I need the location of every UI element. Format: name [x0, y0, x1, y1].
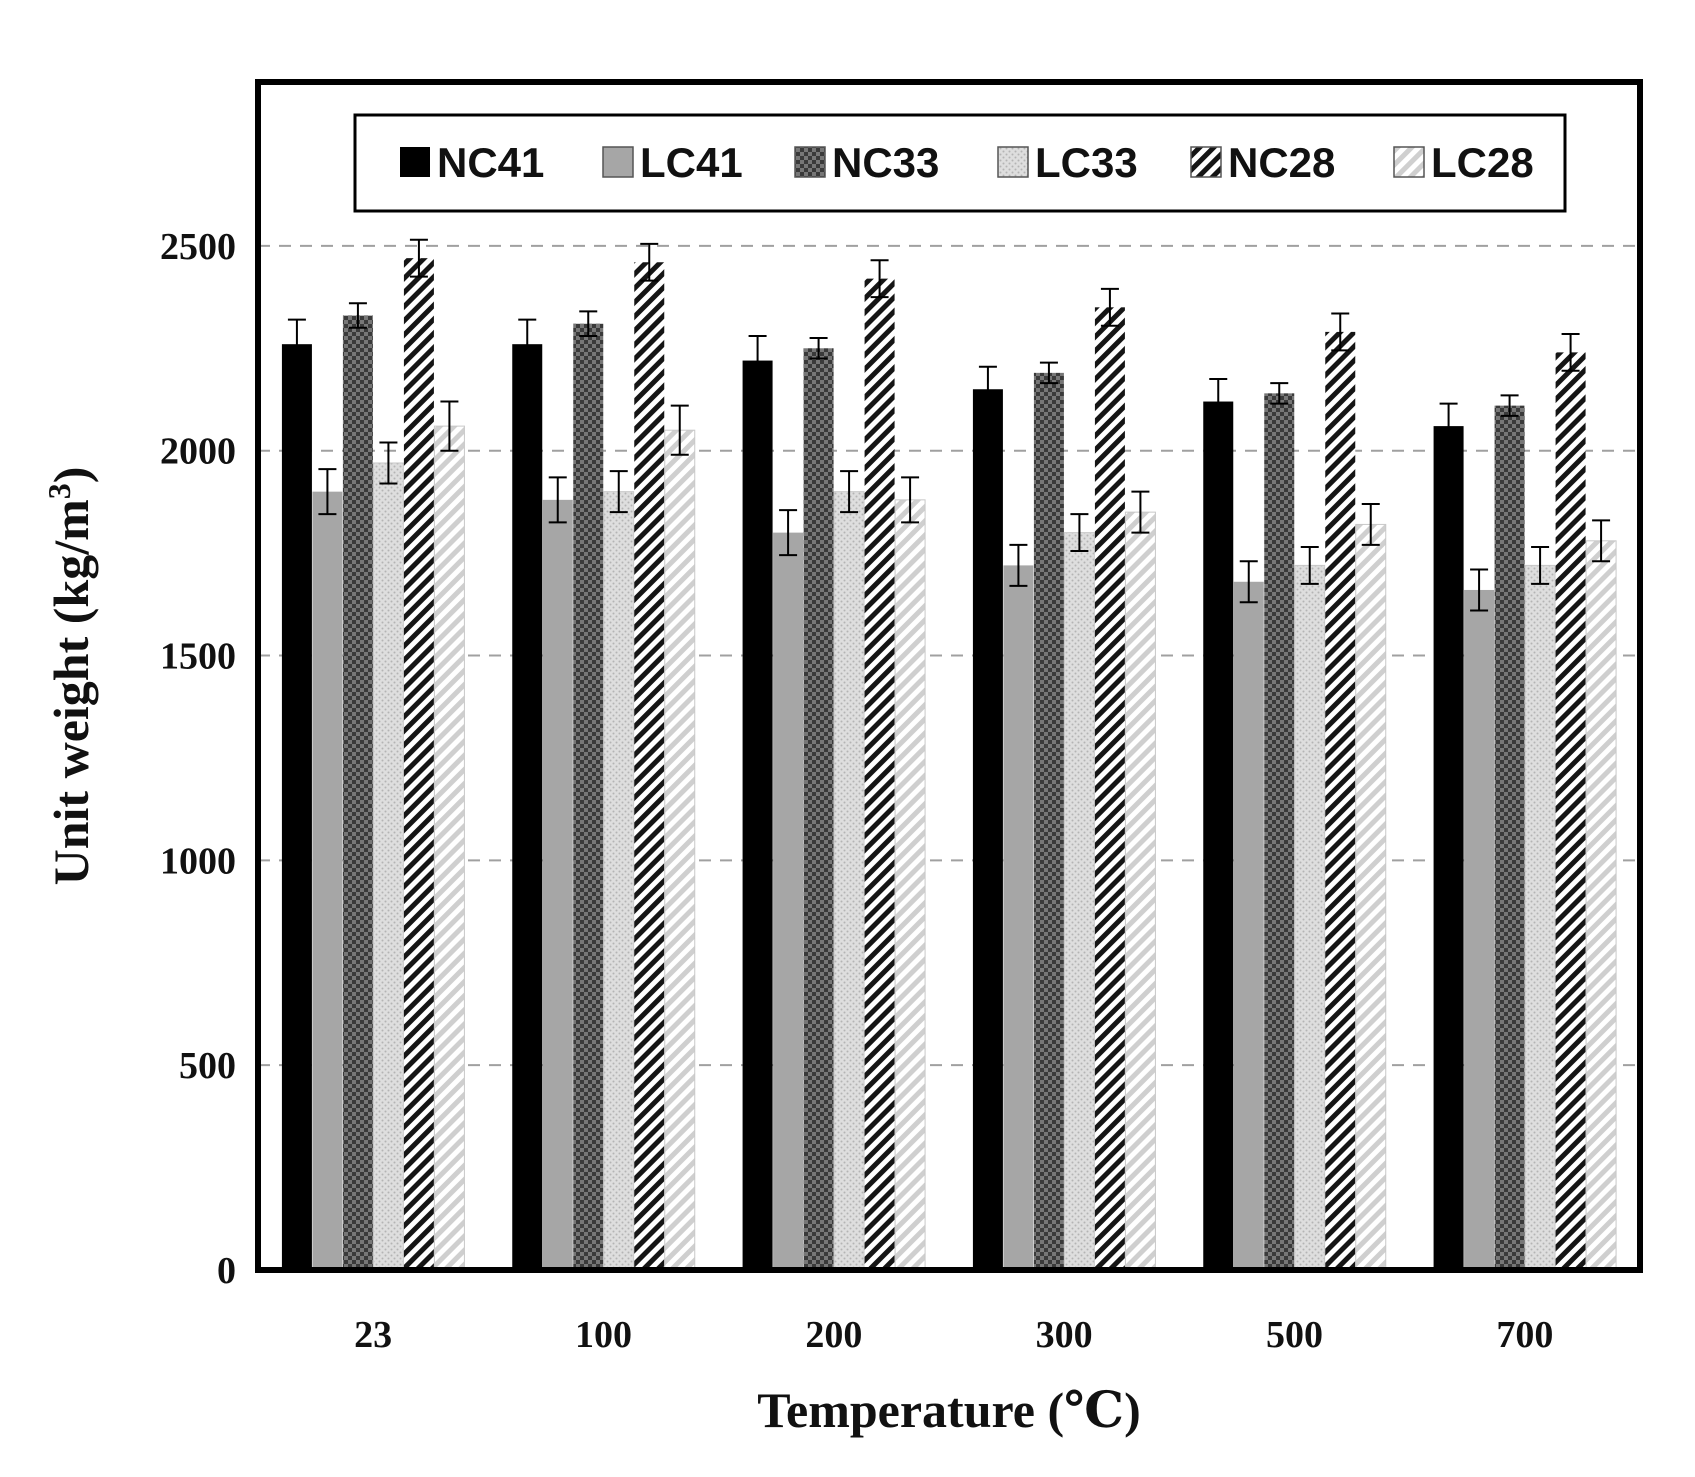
- bar-lc28-700: [1585, 540, 1617, 1271]
- bar-lc33-200: [833, 491, 865, 1271]
- bar-lc41-23: [312, 491, 343, 1271]
- legend-swatch-nc33: [794, 146, 826, 178]
- bar-lc41-700: [1464, 589, 1495, 1270]
- bar-nc28-500: [1325, 331, 1356, 1270]
- bar-lc41-500: [1233, 581, 1264, 1270]
- bar-lc28-23: [433, 425, 465, 1271]
- x-tick-label: 300: [1036, 1314, 1093, 1356]
- y-tick-label: 1000: [160, 840, 236, 882]
- legend-swatch-nc28: [1190, 146, 1222, 178]
- bar-lc28-300: [1124, 511, 1156, 1271]
- bar-lc33-23: [372, 462, 404, 1271]
- gridlines: [258, 244, 1640, 1067]
- bar-nc33-23: [342, 315, 373, 1271]
- bar-nc41-200: [742, 360, 773, 1270]
- bar-lc41-300: [1003, 565, 1034, 1270]
- legend-swatch-lc41: [602, 146, 634, 178]
- y-tick-label: 500: [179, 1045, 236, 1087]
- y-tick-label: 2500: [160, 226, 236, 268]
- bar-nc28-100: [634, 262, 665, 1270]
- legend-label-nc33: NC33: [832, 139, 939, 186]
- legend-box: [353, 113, 1567, 213]
- legend-label-lc33: LC33: [1035, 139, 1138, 186]
- bar-nc28-700: [1555, 352, 1586, 1270]
- x-axis-title: Temperature (℃): [757, 1382, 1140, 1438]
- x-tick-label: 100: [575, 1314, 632, 1356]
- bar-nc33-500: [1264, 393, 1295, 1271]
- bar-nc28-200: [864, 278, 895, 1270]
- y-axis-title-close: ): [43, 467, 99, 484]
- legend-swatch-lc28: [1393, 146, 1425, 178]
- y-tick-label: 2000: [160, 431, 236, 473]
- bar-lc41-100: [542, 499, 573, 1270]
- y-axis-title-main: Unit weight (kg/m: [43, 499, 99, 885]
- y-tick-label: 0: [217, 1250, 236, 1292]
- bar-nc33-300: [1033, 372, 1064, 1270]
- legend-label-lc41: LC41: [640, 139, 743, 186]
- legend-swatch-nc41: [400, 147, 430, 177]
- bar-nc33-700: [1494, 405, 1525, 1271]
- bar-nc33-200: [803, 348, 834, 1270]
- y-axis-title: Unit weight (kg/m3): [41, 467, 99, 886]
- legend-label-nc41: NC41: [437, 139, 544, 186]
- x-tick-label: 200: [805, 1314, 862, 1356]
- bar-nc28-300: [1094, 307, 1125, 1271]
- legend: NC41 LC41 NC33 LC33 NC28 LC28: [353, 113, 1567, 213]
- bar-nc41-23: [281, 344, 312, 1270]
- x-tick-label: 700: [1496, 1314, 1553, 1356]
- plot-frame: [255, 79, 1643, 1273]
- legend-swatch-lc33: [997, 146, 1029, 178]
- bars: [281, 258, 1617, 1271]
- bar-lc41-200: [773, 532, 804, 1270]
- legend-label-lc28: LC28: [1431, 139, 1534, 186]
- y-tick-label: 1500: [160, 636, 236, 678]
- bar-lc28-500: [1355, 523, 1387, 1271]
- legend-label-nc28: NC28: [1228, 139, 1335, 186]
- y-axis-title-superscript: 3: [41, 483, 77, 499]
- bar-nc41-500: [1203, 401, 1234, 1271]
- bar-lc28-100: [664, 429, 696, 1271]
- bar-nc41-700: [1433, 426, 1464, 1270]
- tick-labels: 0 500 1000 1500 2000 2500 23 100 200 300 500 700: [160, 226, 1553, 1356]
- bar-lc28-200: [894, 499, 926, 1271]
- x-tick-label: 500: [1266, 1314, 1323, 1356]
- bar-lc33-300: [1063, 532, 1095, 1271]
- error-bars: [287, 238, 1611, 612]
- bar-lc33-500: [1294, 564, 1326, 1271]
- bar-lc33-100: [603, 491, 635, 1271]
- bar-lc33-700: [1524, 564, 1556, 1271]
- bar-nc33-100: [573, 323, 604, 1271]
- bar-nc28-23: [403, 258, 434, 1270]
- bar-nc41-100: [512, 344, 543, 1270]
- x-tick-label: 23: [354, 1314, 392, 1356]
- bar-nc41-300: [972, 389, 1003, 1270]
